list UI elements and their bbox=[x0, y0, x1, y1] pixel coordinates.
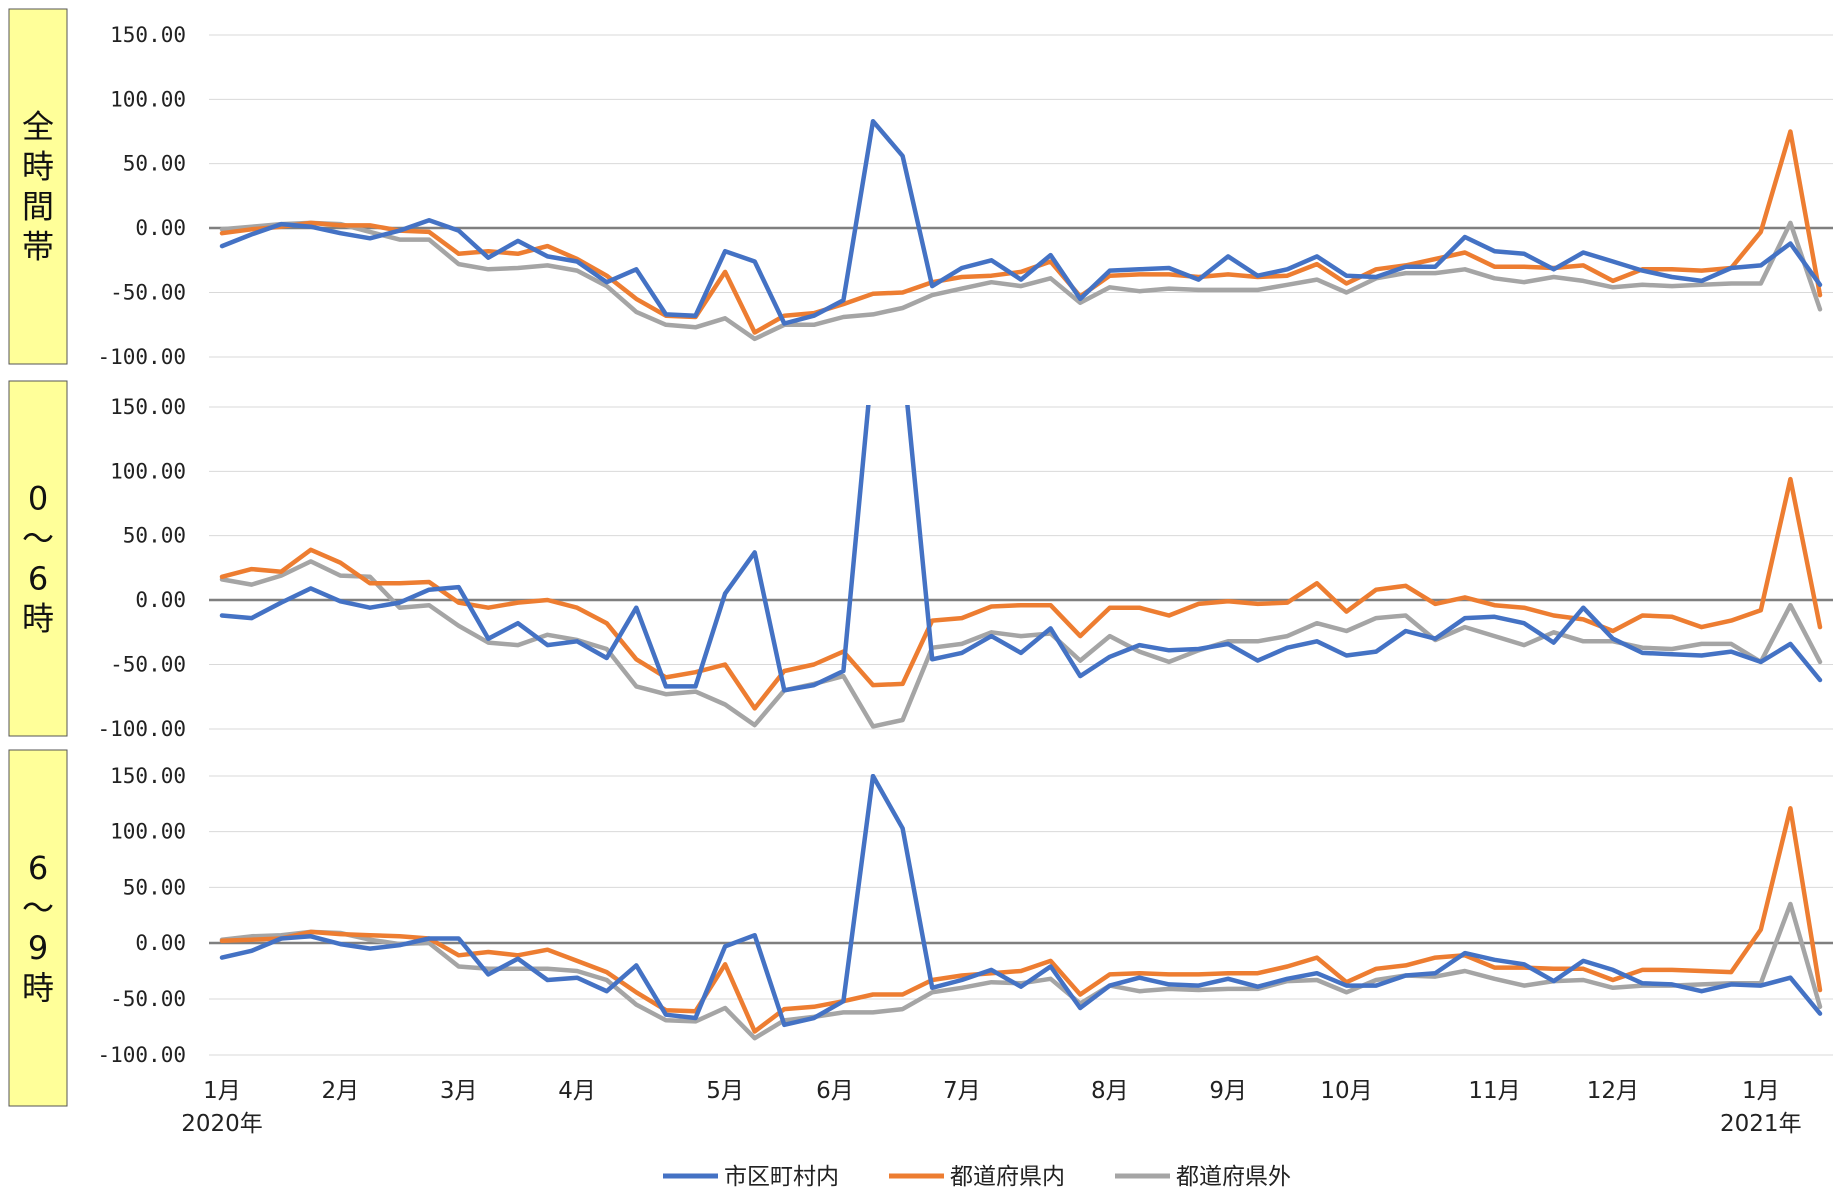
y-tick-label: -100.00 bbox=[97, 1043, 186, 1067]
y-tick-label: 100.00 bbox=[110, 459, 186, 483]
y-tick-label: 0.00 bbox=[135, 588, 186, 612]
panel-3: 6〜9時 150.00 100.00 50.00 0.00 -50.00 -100.00 bbox=[8, 749, 1833, 1107]
y-tick-label: 50.00 bbox=[123, 875, 186, 899]
x-tick-label: 4月 bbox=[558, 1078, 596, 1104]
y-tick-label: 150.00 bbox=[110, 23, 186, 47]
panel-label-char: 時 bbox=[22, 969, 54, 1007]
panel-label-char: 時 bbox=[22, 600, 54, 638]
x-tick-label: 6月 bbox=[816, 1078, 854, 1104]
y-tick-label: -50.00 bbox=[110, 653, 186, 677]
x-tick-label: 10月 bbox=[1320, 1078, 1372, 1104]
panel-label-char: 帯 bbox=[22, 228, 54, 266]
y-tick-label: 0.00 bbox=[135, 216, 186, 240]
panel-label-char: 間 bbox=[22, 188, 54, 226]
series-line-都道府県外 bbox=[219, 220, 1823, 342]
legend-label: 市区町村内 bbox=[724, 1164, 839, 1190]
panel-label-box bbox=[8, 749, 68, 1107]
y-tick-label: -100.00 bbox=[97, 345, 186, 369]
x-tick-label: 5月 bbox=[706, 1078, 744, 1104]
x-tick-label: 8月 bbox=[1091, 1078, 1129, 1104]
y-tick-label: 50.00 bbox=[123, 152, 186, 176]
series-line-市区町村内 bbox=[219, 405, 1823, 693]
panel-label-char: 〜 bbox=[22, 889, 54, 927]
y-tick-label: 0.00 bbox=[135, 931, 186, 955]
panel-label-char: 全 bbox=[22, 108, 54, 146]
panel-label-char: 0 bbox=[28, 480, 48, 518]
x-tick-label: 12月 bbox=[1587, 1078, 1639, 1104]
y-tick-label: 150.00 bbox=[110, 395, 186, 419]
y-tick-label: -50.00 bbox=[110, 987, 186, 1011]
y-tick-label: -100.00 bbox=[97, 717, 186, 741]
series-line-市区町村内 bbox=[219, 774, 1823, 1028]
x-tick-label: 9月 bbox=[1209, 1078, 1247, 1104]
y-tick-label: 50.00 bbox=[123, 524, 186, 548]
panel-label-char: 〜 bbox=[22, 520, 54, 558]
x-tick-year-label: 2021年 bbox=[1720, 1111, 1802, 1137]
x-tick-label: 7月 bbox=[943, 1078, 981, 1104]
panel-label-char: 6 bbox=[28, 849, 48, 887]
panel-label-box bbox=[8, 380, 68, 737]
x-tick-label: 3月 bbox=[440, 1078, 478, 1104]
x-tick-label: 11月 bbox=[1468, 1078, 1520, 1104]
legend-label: 都道府県外 bbox=[1176, 1164, 1291, 1190]
panel-label-char: 6 bbox=[28, 560, 48, 598]
x-tick-year-label: 2020年 bbox=[181, 1111, 263, 1137]
panel-2: 0〜6時 150.00 100.00 50.00 0.00 -50.00 -100.00 bbox=[8, 380, 1833, 741]
x-tick-label: 1月 bbox=[203, 1078, 241, 1104]
series-line-市区町村内 bbox=[219, 118, 1823, 326]
y-tick-label: 150.00 bbox=[110, 764, 186, 788]
series-line-都道府県内 bbox=[219, 476, 1823, 711]
series-line-都道府県内 bbox=[219, 806, 1823, 1034]
series-line-都道府県外 bbox=[219, 559, 1823, 729]
legend-label: 都道府県内 bbox=[950, 1164, 1065, 1190]
x-tick-label: 2月 bbox=[322, 1078, 360, 1104]
y-tick-label: 100.00 bbox=[110, 820, 186, 844]
panel-label-char: 9 bbox=[28, 929, 48, 967]
panel-label-box bbox=[8, 8, 68, 365]
x-tick-label: 1月 bbox=[1742, 1078, 1780, 1104]
y-tick-label: -50.00 bbox=[110, 281, 186, 305]
y-tick-label: 100.00 bbox=[110, 87, 186, 111]
panel-label-char: 時 bbox=[22, 148, 54, 186]
